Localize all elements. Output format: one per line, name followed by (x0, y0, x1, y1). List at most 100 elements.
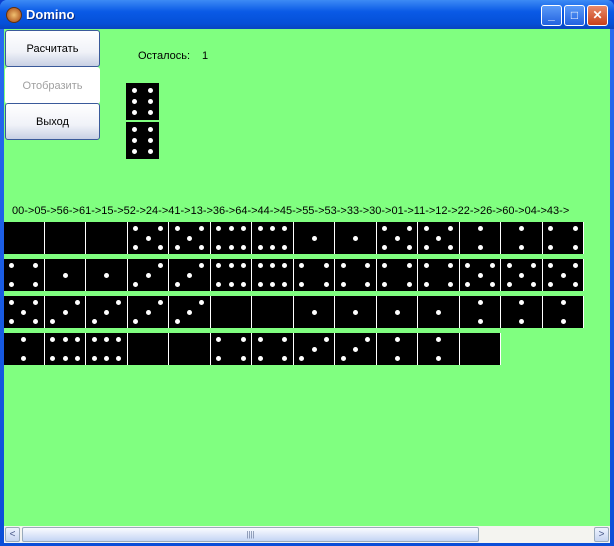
domino-half (293, 222, 335, 254)
pip (448, 245, 454, 251)
pip (465, 262, 471, 268)
domino-half (501, 296, 543, 328)
domino-half (335, 333, 377, 365)
pip (519, 272, 524, 278)
pip (270, 245, 275, 251)
horizontal-scrollbar[interactable]: < |||| > (4, 526, 610, 543)
pip (353, 235, 358, 241)
pip (340, 282, 346, 288)
remaining-label: Осталось: (138, 50, 191, 62)
domino-half (210, 333, 252, 365)
pip (323, 262, 329, 268)
domino-half (376, 222, 418, 254)
domino-row (4, 296, 584, 328)
pip (145, 235, 151, 241)
pip (116, 336, 122, 342)
maximize-button[interactable]: □ (564, 5, 585, 26)
pip (62, 272, 68, 278)
pip (240, 225, 246, 231)
pip (91, 319, 97, 325)
pip (270, 262, 275, 268)
pip (382, 225, 388, 231)
pip (174, 225, 180, 231)
domino-half (542, 259, 584, 291)
pip (436, 235, 441, 241)
pip (199, 262, 205, 268)
pip (33, 282, 39, 288)
domino-half (252, 296, 294, 328)
scroll-thumb[interactable]: |||| (22, 527, 479, 542)
pip (340, 262, 346, 268)
domino-half (44, 333, 86, 365)
pip (187, 235, 192, 241)
pip (270, 225, 275, 231)
pip (423, 282, 429, 288)
domino-row (4, 222, 584, 254)
pip (477, 299, 483, 305)
pip (572, 282, 578, 288)
pip (131, 99, 137, 104)
exit-button[interactable]: Выход (5, 103, 100, 140)
pip (365, 262, 371, 268)
pip (282, 225, 288, 231)
pip (50, 319, 56, 325)
pip (548, 262, 554, 268)
pip (382, 282, 388, 288)
pip (157, 245, 163, 251)
pip (148, 149, 154, 155)
pip (116, 356, 122, 362)
pip (257, 262, 263, 268)
domino-half (86, 333, 128, 365)
pip (187, 309, 192, 315)
domino-half (335, 222, 377, 254)
pip (187, 272, 192, 278)
domino-half (418, 333, 460, 365)
pip (436, 336, 441, 342)
pip (406, 225, 412, 231)
domino-half (459, 259, 501, 291)
pip (423, 262, 429, 268)
domino-half (169, 222, 211, 254)
pip (148, 99, 154, 104)
close-button[interactable]: ✕ (587, 5, 608, 26)
domino-half (127, 296, 169, 328)
domino-half (210, 222, 252, 254)
pip (257, 245, 263, 251)
scroll-left-button[interactable]: < (5, 527, 20, 542)
domino-half (86, 222, 128, 254)
pip (489, 262, 495, 268)
pip (8, 282, 14, 288)
domino-half (418, 222, 460, 254)
pip (406, 282, 412, 288)
pip (174, 282, 180, 288)
title-bar[interactable]: Domino _ □ ✕ (0, 0, 614, 29)
pip (199, 245, 205, 251)
pip (531, 262, 537, 268)
calculate-button[interactable]: Расчитать (5, 30, 100, 67)
pip (8, 262, 14, 268)
pip (299, 282, 305, 288)
pip (33, 319, 39, 325)
pip (174, 245, 180, 251)
domino-half (127, 333, 169, 365)
minimize-button[interactable]: _ (541, 5, 562, 26)
domino-half (376, 333, 418, 365)
domino-half (418, 259, 460, 291)
pip (531, 282, 537, 288)
scroll-right-button[interactable]: > (594, 527, 609, 542)
pip (50, 336, 56, 342)
domino-half (210, 296, 252, 328)
domino-half (169, 259, 211, 291)
domino-half (44, 259, 86, 291)
domino-half (418, 296, 460, 328)
remaining-value: 1 (202, 50, 209, 62)
domino-half (335, 296, 377, 328)
pip (216, 282, 222, 288)
pip (216, 262, 222, 268)
pip (33, 299, 39, 305)
display-button[interactable]: Отобразить (5, 67, 100, 104)
pip (240, 282, 246, 288)
pip (365, 336, 371, 342)
pip (548, 282, 554, 288)
domino-half (459, 296, 501, 328)
